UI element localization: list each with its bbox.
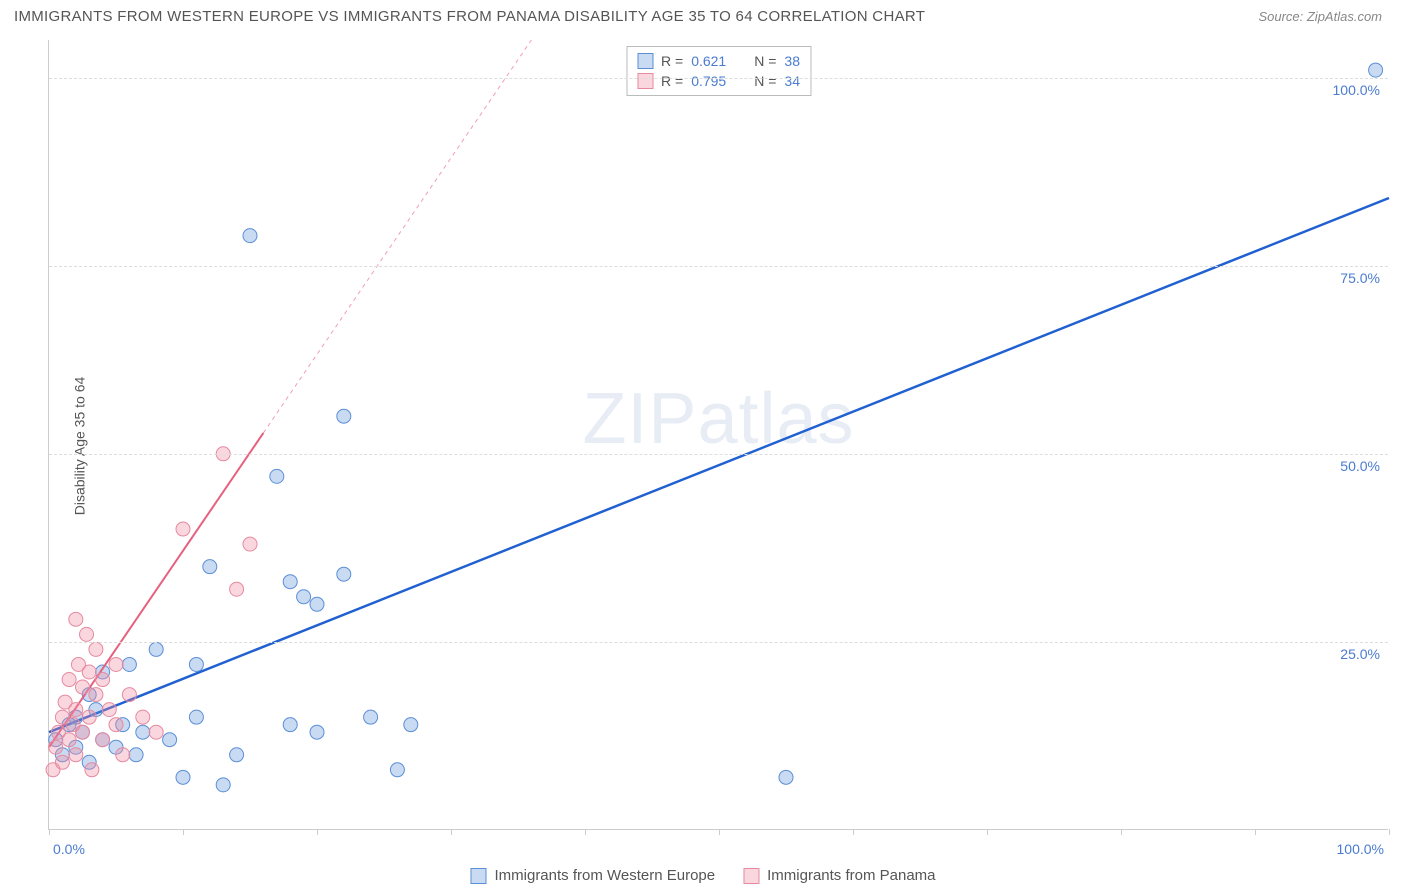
legend-label-pink: Immigrants from Panama <box>767 867 935 884</box>
gridline <box>49 266 1388 267</box>
x-tick <box>719 829 720 835</box>
series-legend: Immigrants from Western Europe Immigrant… <box>470 867 935 884</box>
y-tick-label: 100.0% <box>1333 82 1380 98</box>
x-tick <box>317 829 318 835</box>
x-tick <box>451 829 452 835</box>
x-max-label: 100.0% <box>1337 841 1384 857</box>
chart-header: IMMIGRANTS FROM WESTERN EUROPE VS IMMIGR… <box>0 0 1406 29</box>
y-tick-label: 50.0% <box>1340 458 1380 474</box>
legend-item-blue: Immigrants from Western Europe <box>470 867 715 884</box>
x-tick <box>585 829 586 835</box>
chart-plot-area: ZIPatlas R = 0.621 N = 38 R = 0.795 N = … <box>48 40 1388 830</box>
x-tick <box>49 829 50 835</box>
x-tick <box>1121 829 1122 835</box>
y-tick-label: 75.0% <box>1340 270 1380 286</box>
scatter-svg <box>49 40 1388 829</box>
x-tick <box>853 829 854 835</box>
legend-item-pink: Immigrants from Panama <box>743 867 935 884</box>
legend-label-blue: Immigrants from Western Europe <box>494 867 715 884</box>
gridline <box>49 642 1388 643</box>
chart-source: Source: ZipAtlas.com <box>1258 9 1382 24</box>
y-tick-label: 25.0% <box>1340 646 1380 662</box>
x-tick <box>183 829 184 835</box>
x-min-label: 0.0% <box>53 841 85 857</box>
gridline <box>49 454 1388 455</box>
swatch-pink-icon <box>743 868 759 884</box>
chart-title: IMMIGRANTS FROM WESTERN EUROPE VS IMMIGR… <box>14 8 925 25</box>
x-tick <box>1255 829 1256 835</box>
x-tick <box>987 829 988 835</box>
x-tick <box>1389 829 1390 835</box>
swatch-blue-icon <box>470 868 486 884</box>
gridline <box>49 78 1388 79</box>
